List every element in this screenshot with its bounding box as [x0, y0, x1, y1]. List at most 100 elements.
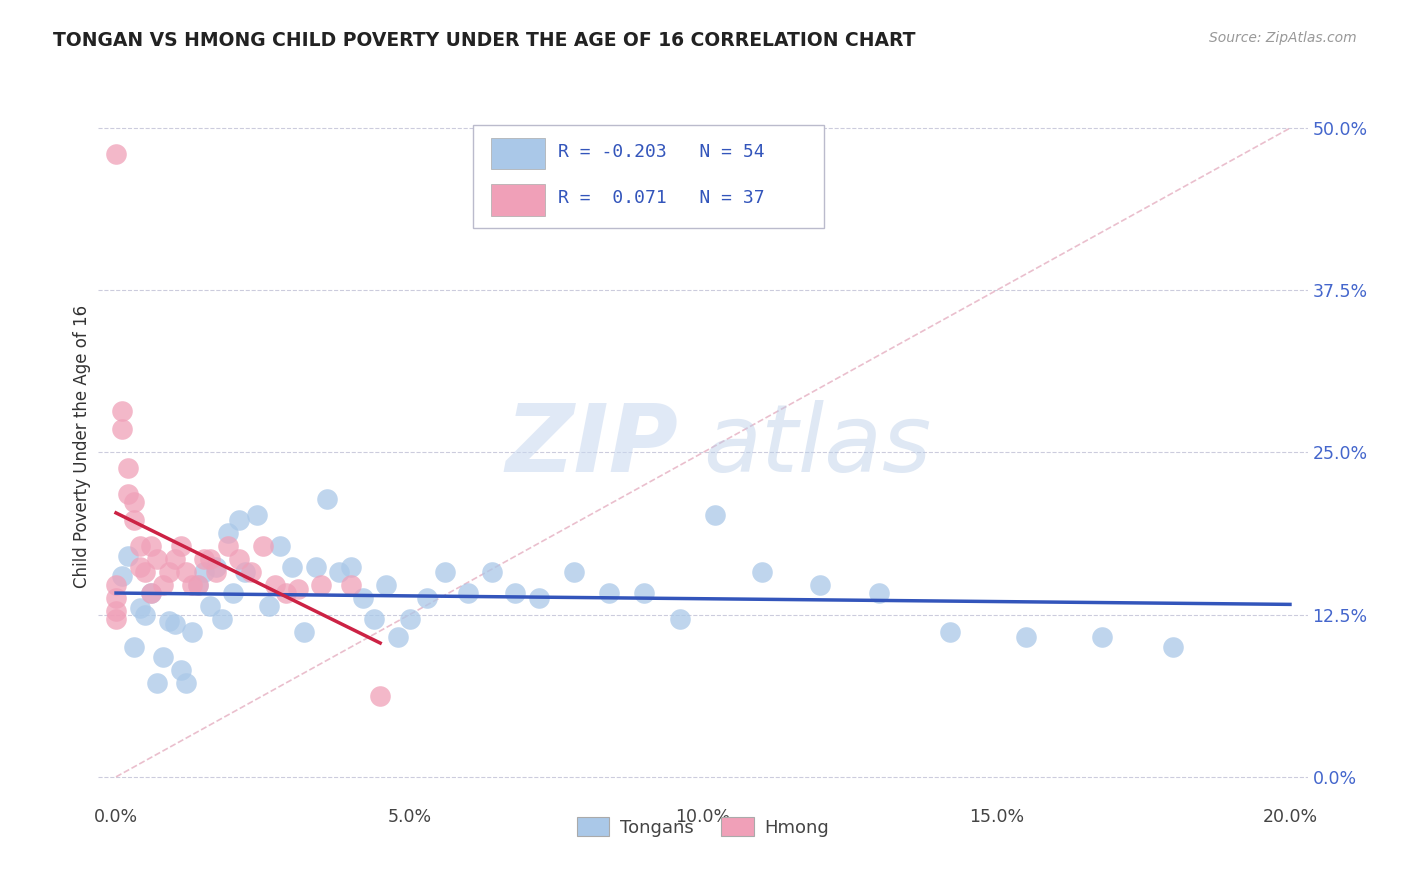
Point: [263, 578, 285, 592]
Point: [269, 539, 291, 553]
Point: [228, 513, 250, 527]
Point: [433, 565, 456, 579]
Point: [387, 630, 409, 644]
Point: [352, 591, 374, 605]
Point: [181, 624, 204, 639]
Point: [281, 559, 304, 574]
Point: [146, 676, 169, 690]
Point: [128, 559, 150, 574]
Text: ZIP: ZIP: [506, 400, 679, 492]
Point: [163, 616, 186, 631]
Point: [117, 461, 139, 475]
Y-axis label: Child Poverty Under the Age of 16: Child Poverty Under the Age of 16: [73, 304, 91, 588]
Point: [703, 508, 725, 522]
Point: [938, 624, 960, 639]
Point: [340, 559, 363, 574]
Point: [751, 565, 773, 579]
FancyBboxPatch shape: [492, 184, 544, 216]
Point: [187, 578, 209, 592]
Point: [204, 565, 226, 579]
Point: [222, 585, 245, 599]
Point: [105, 147, 128, 161]
Point: [368, 690, 391, 704]
Point: [398, 611, 420, 625]
Point: [481, 565, 503, 579]
Point: [363, 611, 385, 625]
Point: [1091, 630, 1114, 644]
Point: [276, 585, 298, 599]
Point: [122, 513, 145, 527]
Point: [187, 578, 209, 592]
Point: [157, 614, 180, 628]
Point: [152, 650, 174, 665]
Point: [105, 578, 128, 592]
Point: [111, 568, 134, 582]
Point: [122, 640, 145, 654]
Point: [808, 578, 831, 592]
Point: [134, 565, 156, 579]
Point: [111, 422, 134, 436]
Point: [1161, 640, 1184, 654]
Point: [141, 585, 163, 599]
Point: [668, 611, 690, 625]
Point: [163, 552, 186, 566]
Point: [111, 404, 134, 418]
Text: atlas: atlas: [703, 401, 931, 491]
Point: [198, 552, 221, 566]
Point: [457, 585, 479, 599]
Point: [292, 624, 315, 639]
FancyBboxPatch shape: [492, 137, 544, 169]
Point: [304, 559, 326, 574]
Text: R =  0.071   N = 37: R = 0.071 N = 37: [558, 189, 765, 207]
Point: [240, 565, 263, 579]
Point: [257, 599, 280, 613]
Text: R = -0.203   N = 54: R = -0.203 N = 54: [558, 143, 765, 161]
Point: [169, 664, 191, 678]
Point: [204, 559, 226, 574]
Point: [252, 539, 274, 553]
Point: [217, 525, 239, 540]
Point: [868, 585, 890, 599]
FancyBboxPatch shape: [474, 125, 824, 228]
Point: [246, 508, 269, 522]
Point: [105, 611, 128, 625]
Point: [176, 676, 198, 690]
Point: [128, 601, 150, 615]
Point: [152, 578, 174, 592]
Point: [117, 487, 139, 501]
Point: [527, 591, 550, 605]
Point: [287, 582, 309, 596]
Point: [141, 539, 163, 553]
Point: [122, 495, 145, 509]
Point: [217, 539, 239, 553]
Point: [316, 492, 339, 507]
Point: [146, 552, 169, 566]
Point: [328, 565, 350, 579]
Text: Source: ZipAtlas.com: Source: ZipAtlas.com: [1209, 31, 1357, 45]
Legend: Tongans, Hmong: Tongans, Hmong: [569, 810, 837, 844]
Point: [633, 585, 655, 599]
Point: [128, 539, 150, 553]
Point: [169, 539, 191, 553]
Point: [233, 565, 256, 579]
Point: [562, 565, 585, 579]
Point: [176, 565, 198, 579]
Point: [503, 585, 526, 599]
Point: [193, 565, 215, 579]
Point: [228, 552, 250, 566]
Point: [340, 578, 363, 592]
Point: [416, 591, 439, 605]
Text: TONGAN VS HMONG CHILD POVERTY UNDER THE AGE OF 16 CORRELATION CHART: TONGAN VS HMONG CHILD POVERTY UNDER THE …: [53, 31, 915, 50]
Point: [193, 552, 215, 566]
Point: [134, 607, 156, 622]
Point: [198, 599, 221, 613]
Point: [1015, 630, 1038, 644]
Point: [141, 585, 163, 599]
Point: [105, 591, 128, 605]
Point: [598, 585, 620, 599]
Point: [117, 549, 139, 564]
Point: [311, 578, 333, 592]
Point: [181, 578, 204, 592]
Point: [211, 611, 233, 625]
Point: [157, 565, 180, 579]
